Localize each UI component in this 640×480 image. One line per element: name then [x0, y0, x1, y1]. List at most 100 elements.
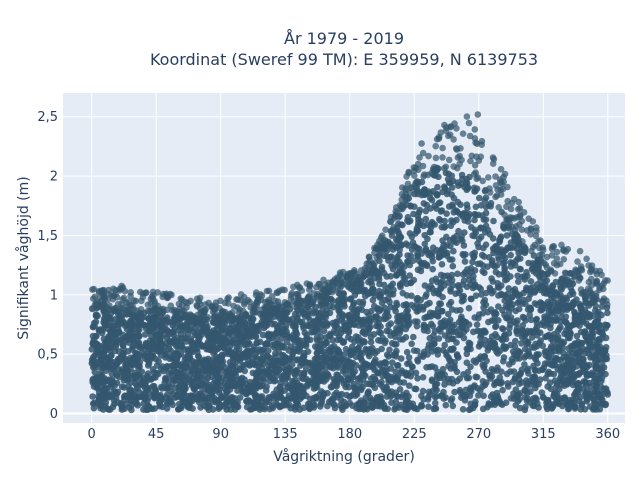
- data-point: [513, 214, 521, 221]
- data-point: [451, 388, 458, 396]
- data-point: [278, 352, 286, 359]
- data-point: [445, 156, 453, 164]
- data-point: [533, 227, 540, 235]
- data-point: [296, 284, 304, 292]
- data-point: [512, 337, 519, 345]
- data-point: [294, 393, 301, 400]
- data-point: [455, 227, 462, 235]
- data-point: [133, 372, 140, 379]
- data-point: [447, 288, 454, 295]
- data-point: [460, 334, 468, 342]
- data-point: [509, 378, 517, 386]
- data-point: [390, 286, 397, 294]
- data-point: [157, 342, 165, 350]
- data-point: [130, 297, 138, 304]
- data-point: [504, 380, 511, 387]
- data-point: [422, 207, 430, 215]
- data-point: [267, 354, 274, 362]
- data-point: [204, 365, 211, 373]
- data-point: [399, 391, 407, 399]
- data-point: [104, 362, 112, 370]
- data-point: [246, 350, 253, 358]
- data-point: [422, 245, 430, 253]
- data-point: [500, 358, 507, 365]
- data-point: [478, 141, 486, 148]
- data-point: [475, 392, 482, 399]
- data-point: [329, 297, 337, 305]
- data-point: [480, 216, 488, 223]
- data-point: [357, 355, 365, 362]
- data-point: [257, 356, 265, 364]
- data-point: [538, 389, 546, 396]
- data-point: [415, 166, 422, 173]
- data-point: [123, 365, 130, 372]
- data-point: [104, 405, 111, 413]
- data-point: [578, 339, 586, 347]
- data-point: [487, 393, 495, 401]
- data-point: [396, 386, 404, 393]
- data-point: [90, 356, 97, 363]
- data-point: [383, 383, 390, 391]
- data-point: [433, 205, 440, 212]
- data-point: [469, 258, 476, 266]
- data-point: [93, 343, 100, 351]
- data-point: [546, 379, 554, 386]
- data-point: [226, 379, 234, 387]
- data-point: [195, 353, 203, 361]
- data-point: [421, 240, 429, 248]
- data-point: [429, 265, 437, 273]
- data-point: [271, 344, 278, 351]
- data-point: [141, 331, 149, 338]
- data-point: [380, 240, 388, 247]
- data-point: [279, 335, 286, 342]
- data-point: [422, 215, 430, 223]
- data-point: [562, 318, 570, 326]
- data-point: [147, 375, 155, 383]
- data-point: [437, 285, 445, 293]
- data-point: [464, 204, 471, 212]
- data-point: [273, 329, 280, 337]
- data-point: [367, 318, 374, 326]
- data-point: [393, 341, 400, 348]
- data-point: [136, 352, 144, 359]
- data-point: [156, 399, 163, 406]
- data-point: [439, 154, 446, 161]
- data-point: [166, 341, 174, 348]
- data-point: [559, 344, 566, 352]
- data-point: [461, 183, 468, 191]
- data-point: [97, 393, 104, 400]
- data-point: [317, 347, 324, 355]
- data-point: [263, 303, 271, 311]
- data-point: [592, 365, 600, 372]
- data-point: [472, 203, 480, 211]
- data-point: [448, 306, 456, 313]
- data-point: [474, 356, 482, 363]
- data-point: [497, 179, 504, 186]
- data-point: [465, 339, 473, 347]
- data-point: [237, 329, 244, 337]
- data-point: [405, 393, 412, 400]
- data-point: [187, 297, 194, 305]
- data-point: [361, 286, 369, 294]
- data-point: [279, 286, 286, 294]
- data-point: [599, 359, 606, 366]
- data-point: [525, 215, 532, 222]
- data-point: [562, 248, 570, 255]
- data-point: [99, 387, 106, 395]
- data-point: [573, 363, 580, 370]
- data-point: [126, 335, 133, 343]
- data-point: [551, 343, 558, 351]
- data-point: [222, 364, 229, 371]
- data-point: [423, 201, 431, 209]
- data-point: [428, 376, 436, 384]
- data-point: [304, 321, 311, 329]
- data-point: [569, 378, 577, 386]
- data-point: [101, 294, 108, 301]
- data-point: [90, 285, 98, 293]
- data-point: [116, 287, 123, 294]
- data-point: [334, 302, 342, 310]
- data-point: [94, 312, 101, 320]
- data-point: [404, 180, 412, 188]
- data-point: [393, 271, 401, 279]
- data-point: [296, 337, 304, 344]
